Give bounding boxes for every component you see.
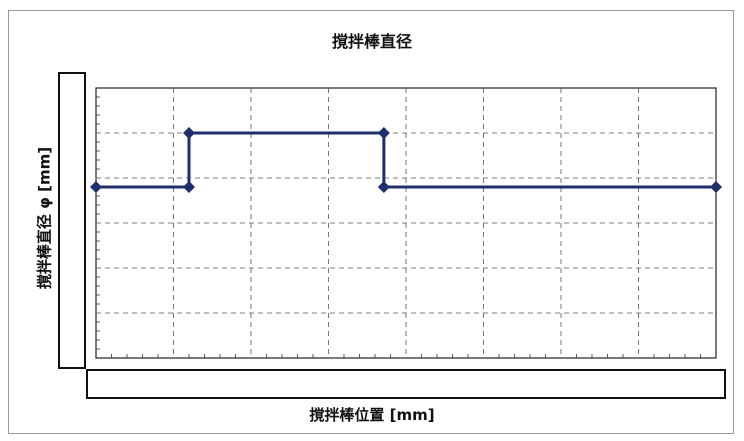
series-group (90, 127, 722, 193)
data-point-marker (90, 181, 102, 193)
x-axis-label-box (86, 369, 726, 399)
y-axis-label-box (58, 72, 86, 369)
x-axis-label: 撹拌棒位置 [mm] (309, 406, 435, 424)
minor-ticks (96, 96, 701, 358)
data-point-marker (377, 181, 390, 193)
data-point-marker (377, 127, 390, 139)
data-point-marker (183, 181, 195, 193)
data-point-marker (183, 127, 195, 139)
series-line (96, 131, 716, 189)
data-point-marker (710, 181, 722, 193)
chart-title: 撹拌棒直径 (331, 32, 412, 51)
